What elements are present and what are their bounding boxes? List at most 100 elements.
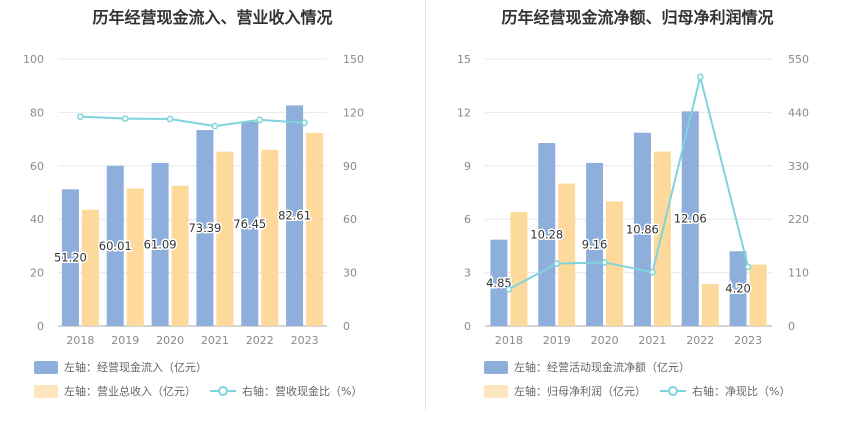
x-axis-tick-label: 2018: [66, 334, 94, 347]
bar-data-label: 61.09: [144, 237, 177, 251]
ratio-point: [256, 116, 264, 124]
bar-data-label: 10.86: [626, 222, 659, 236]
bar-primary: [490, 239, 508, 326]
bar-primary: [681, 111, 699, 326]
bar-primary: [196, 130, 214, 326]
bar-data-label: 9.16: [582, 237, 608, 251]
left-axis-tick-label: 100: [23, 53, 44, 66]
bar-data-label: 4.20: [725, 282, 751, 296]
x-axis-tick-label: 2022: [246, 334, 274, 347]
ratio-line-series: [77, 113, 308, 130]
grid-lines: [58, 58, 327, 274]
legend-label: 右轴：营收现金比（%）: [242, 385, 363, 398]
bar-secondary: [701, 284, 719, 326]
x-axis-tick-label: 2023: [291, 334, 319, 347]
cashflow-revenue-chart: 0 0 20 30 40 60 60 90 80 120 100 150 2018 2019 2020 202…: [23, 53, 364, 347]
panel-divider: [425, 0, 426, 410]
x-axis-tick-label: 2021: [638, 334, 666, 347]
legend-label: 左轴：经营活动现金流净额（亿元）: [514, 361, 690, 374]
right-axis-tick-label: 110: [788, 267, 809, 280]
x-axis-tick-label: 2018: [495, 334, 523, 347]
ratio-point: [166, 115, 174, 123]
bar-primary: [586, 162, 604, 326]
bar-primary: [151, 162, 169, 326]
bar-secondary: [306, 132, 324, 326]
legend-swatch: [34, 360, 58, 374]
bar-secondary: [126, 188, 144, 326]
right-axis-tick-label: 120: [343, 106, 364, 119]
left-axis-tick-label: 9: [464, 160, 471, 173]
bar-data-label: 51.20: [54, 251, 87, 265]
bar-primary: [538, 143, 556, 326]
legend-item-net-cashflow[interactable]: 左轴：经营活动现金流净额（亿元）: [484, 359, 690, 375]
bar-data-label: 82.61: [278, 209, 311, 223]
bar-secondary: [749, 264, 767, 326]
ratio-line: [508, 76, 750, 291]
bar-secondary: [558, 183, 576, 326]
data-labels: 4.85 10.28 9.16 10.86 12.06 4.20: [485, 210, 753, 297]
ratio-point: [211, 122, 219, 130]
right-axis-tick-label: 550: [788, 53, 809, 66]
legend-label: 右轴：净现比（%）: [692, 385, 791, 398]
bars: [490, 111, 767, 326]
right-axis-tick-label: 60: [343, 213, 357, 226]
bar-primary: [729, 251, 747, 326]
legend-swatch: [484, 360, 508, 374]
left-axis-tick-label: 3: [464, 267, 471, 280]
left-axis-tick-label: 80: [30, 106, 44, 119]
bar-primary: [286, 105, 304, 326]
data-labels: 51.20 60.01 61.09 73.39 76.45 82.61: [52, 207, 312, 266]
ratio-point: [553, 260, 561, 267]
legend-line-icon: [210, 386, 236, 396]
legend-swatch: [34, 384, 58, 398]
bar-primary: [106, 165, 124, 326]
ratio-point: [649, 268, 656, 276]
bar-primary: [241, 121, 259, 326]
x-axis-tick-label: 2019: [111, 334, 139, 347]
left-axis-tick-label: 60: [30, 160, 44, 173]
left-axis-tick-label: 20: [30, 267, 44, 280]
chart-title: 历年经营现金流净额、归母净利润情况: [501, 8, 774, 27]
right-axis-tick-label: 220: [788, 213, 809, 226]
bar-secondary: [216, 151, 234, 326]
bar-primary: [633, 132, 651, 326]
legend-label: 左轴：归母净利润（亿元）: [514, 385, 646, 398]
legend-item-net-cash-ratio[interactable]: 右轴：净现比（%）: [660, 383, 790, 399]
left-axis-tick-label: 0: [464, 320, 471, 333]
legend-item-cash-revenue-ratio[interactable]: 右轴：营收现金比（%）: [210, 383, 362, 399]
bar-secondary: [653, 151, 671, 326]
right-axis-tick-label: 150: [343, 53, 364, 66]
right-axis-tick-label: 0: [788, 320, 795, 333]
left-axis-tick-label: 40: [30, 213, 44, 226]
net-cashflow-profit-chart-panel: 历年经营现金流净额、归母净利润情况 0 0 3 110 6 220 9 330 12 440 15 5…: [425, 0, 850, 437]
x-axis-tick-label: 2022: [686, 334, 714, 347]
bars: [61, 105, 324, 326]
ratio-point: [696, 73, 704, 81]
chart-legend: 左轴：经营现金流入（亿元） 左轴：营业总收入（亿元） 右轴：营收现金比（%）: [0, 352, 425, 404]
axes: 0 0 3 110 6 220 9 330 12 440 15 550 2018 2019 2020 2021…: [457, 53, 809, 347]
x-axis-tick-label: 2020: [156, 334, 184, 347]
grid-lines: [485, 58, 772, 274]
right-axis-tick-label: 30: [343, 267, 357, 280]
ratio-point: [301, 119, 308, 127]
legend-item-cash-inflow[interactable]: 左轴：经营现金流入（亿元）: [34, 359, 207, 375]
left-axis-tick-label: 6: [464, 213, 471, 226]
chart-legend: 左轴：经营活动现金流净额（亿元） 左轴：归母净利润（亿元） 右轴：净现比（%）: [425, 352, 850, 404]
legend-item-revenue[interactable]: 左轴：营业总收入（亿元）: [34, 383, 196, 399]
bar-data-label: 10.28: [530, 228, 563, 242]
left-axis-tick-label: 0: [37, 320, 44, 333]
ratio-point: [744, 263, 752, 271]
bar-primary: [61, 189, 79, 326]
bar-secondary: [171, 185, 189, 326]
bar-data-label: 76.45: [233, 217, 266, 231]
ratio-line: [80, 115, 305, 128]
x-axis-tick-label: 2019: [543, 334, 571, 347]
legend-item-net-profit[interactable]: 左轴：归母净利润（亿元）: [484, 383, 646, 399]
bar-data-label: 60.01: [99, 239, 132, 253]
bar-secondary: [81, 209, 99, 326]
legend-swatch: [484, 384, 508, 398]
legend-line-icon: [660, 386, 686, 396]
legend-label: 左轴：营业总收入（亿元）: [64, 385, 196, 398]
bar-data-label: 4.85: [486, 276, 512, 290]
ratio-point: [601, 259, 608, 266]
